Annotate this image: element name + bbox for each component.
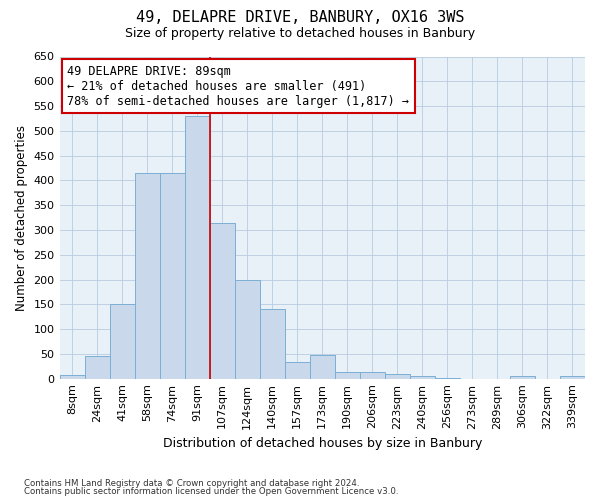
Bar xyxy=(260,310,285,378)
Text: Size of property relative to detached houses in Banbury: Size of property relative to detached ho… xyxy=(125,28,475,40)
Bar xyxy=(110,304,134,378)
Bar xyxy=(510,376,535,378)
Bar xyxy=(160,173,185,378)
X-axis label: Distribution of detached houses by size in Banbury: Distribution of detached houses by size … xyxy=(163,437,482,450)
Text: 49 DELAPRE DRIVE: 89sqm
← 21% of detached houses are smaller (491)
78% of semi-d: 49 DELAPRE DRIVE: 89sqm ← 21% of detache… xyxy=(67,64,409,108)
Bar xyxy=(285,362,310,378)
Bar xyxy=(59,375,85,378)
Text: Contains public sector information licensed under the Open Government Licence v3: Contains public sector information licen… xyxy=(24,487,398,496)
Text: 49, DELAPRE DRIVE, BANBURY, OX16 3WS: 49, DELAPRE DRIVE, BANBURY, OX16 3WS xyxy=(136,10,464,25)
Bar xyxy=(335,372,360,378)
Bar xyxy=(185,116,209,378)
Bar xyxy=(85,356,110,378)
Bar xyxy=(134,173,160,378)
Bar xyxy=(235,280,260,378)
Bar xyxy=(310,356,335,378)
Bar xyxy=(410,376,435,378)
Bar xyxy=(560,376,585,378)
Bar xyxy=(385,374,410,378)
Y-axis label: Number of detached properties: Number of detached properties xyxy=(15,124,28,310)
Bar xyxy=(360,372,385,378)
Bar xyxy=(209,222,235,378)
Text: Contains HM Land Registry data © Crown copyright and database right 2024.: Contains HM Land Registry data © Crown c… xyxy=(24,478,359,488)
